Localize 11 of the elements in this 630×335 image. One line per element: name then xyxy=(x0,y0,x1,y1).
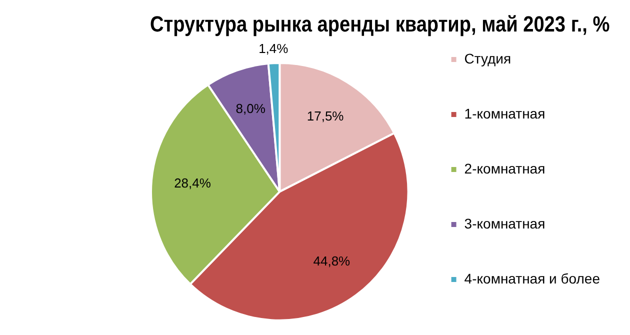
data-label: 8,0% xyxy=(236,100,266,116)
data-label: 28,4% xyxy=(174,175,212,190)
data-label: 44,8% xyxy=(313,254,351,269)
data-label: 1,4% xyxy=(258,40,289,56)
chart-title: Структура рынка аренды квартир, май 2023 г., % xyxy=(150,12,610,37)
legend-label: 1-комнатная xyxy=(464,105,546,122)
legend-label: Студия xyxy=(464,50,512,66)
legend-label: 3-комнатная xyxy=(464,215,546,232)
legend-label: 2-комнатная xyxy=(464,160,546,176)
legend-label: 4-комнатная и более xyxy=(464,270,600,286)
data-label: 17,5% xyxy=(306,108,344,124)
